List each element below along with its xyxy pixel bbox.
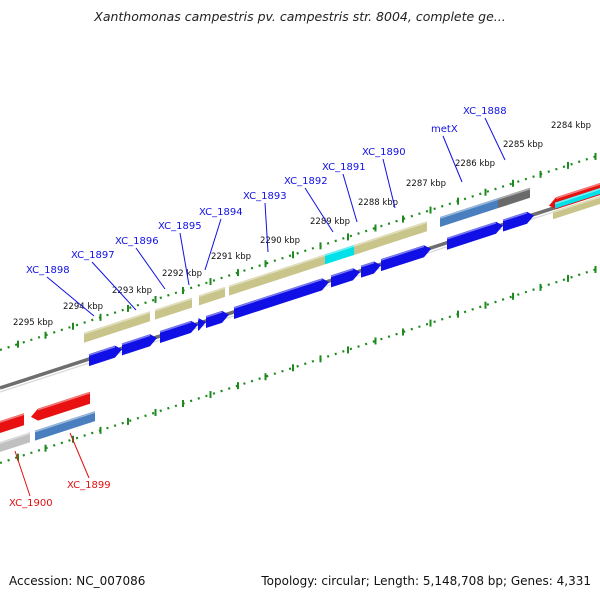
kbp-tick-label: 2284 kbp xyxy=(551,121,591,131)
forward-cds-arrow[interactable] xyxy=(503,211,534,232)
gene-leader-line xyxy=(91,261,137,311)
forward-cds-arrow[interactable] xyxy=(234,278,329,319)
gene-leader-line xyxy=(179,232,190,286)
reverse-gene-arrow-highlight xyxy=(37,391,91,411)
forward-gene-block-highlight xyxy=(324,244,356,257)
gene-label-forward[interactable]: XC_1894 xyxy=(199,207,243,218)
kbp-tick-label: 2288 kbp xyxy=(358,198,398,208)
forward-cds-arrow-highlight xyxy=(205,311,223,318)
label-group: 2284 kbp 2285 kbp 2286 kbp 2287 kbp 2288 kbp… xyxy=(9,106,591,509)
forward-gene-block-highlight xyxy=(353,221,428,247)
gene-label-forward[interactable]: XC_1898 xyxy=(26,265,70,276)
gene-leader-line xyxy=(304,187,334,233)
forward-gene-block[interactable] xyxy=(155,297,192,320)
forward-gene-block-highlight xyxy=(552,196,600,214)
forward-gene-block[interactable] xyxy=(229,254,325,296)
reverse-gene-block[interactable] xyxy=(35,411,95,441)
gene-label-reverse[interactable]: XC_1899 xyxy=(67,480,111,491)
forward-gene-block[interactable] xyxy=(440,198,498,227)
gene-leader-line xyxy=(14,450,31,497)
forward-gene-block[interactable] xyxy=(325,244,355,265)
forward-gene-block-highlight xyxy=(439,198,499,219)
forward-cds-arrow-highlight xyxy=(502,211,528,222)
forward-cds-arrow-highlight xyxy=(121,334,151,346)
forward-cds-arrow-highlight xyxy=(380,245,425,261)
reverse-gene-arrow[interactable] xyxy=(0,413,24,434)
forward-cds-arrow-highlight xyxy=(88,345,116,356)
gene-label-forward[interactable]: metX xyxy=(431,124,458,135)
gene-leader-line xyxy=(382,158,396,209)
gene-leader-line xyxy=(135,247,166,290)
forward-gene-block[interactable] xyxy=(553,193,600,220)
kbp-tick-label: 2291 kbp xyxy=(211,252,251,262)
kbp-tick-label: 2292 kbp xyxy=(162,269,202,279)
forward-gene-block-highlight xyxy=(83,311,151,335)
gene-leader-line xyxy=(484,117,506,161)
gene-leader-line xyxy=(204,218,222,271)
forward-cds-arrow[interactable] xyxy=(160,320,198,343)
forward-cds-arrow-highlight xyxy=(360,261,375,268)
gene-label-forward[interactable]: XC_1888 xyxy=(463,106,507,117)
feature-group xyxy=(0,183,600,455)
forward-gene-block-highlight xyxy=(154,297,193,312)
forward-gene-block[interactable] xyxy=(199,286,225,306)
reverse-gene-arrow-highlight xyxy=(0,413,25,423)
kbp-tick-label: 2293 kbp xyxy=(112,286,152,296)
forward-cds-arrow[interactable] xyxy=(447,221,503,250)
reverse-gene-arrow[interactable] xyxy=(31,391,90,421)
gene-label-forward[interactable]: XC_1891 xyxy=(322,162,366,173)
accession-text: Accession: NC_007086 xyxy=(9,574,146,588)
gene-label-reverse[interactable]: XC_1900 xyxy=(9,498,53,509)
kbp-tick-label: 2290 kbp xyxy=(260,236,300,246)
forward-cds-arrow-highlight xyxy=(159,321,192,333)
kbp-tick-label: 2285 kbp xyxy=(503,140,543,150)
ruler-group xyxy=(0,152,600,465)
map-title: Xanthomonas campestris pv. campestris st… xyxy=(94,9,506,24)
forward-cds-arrow[interactable] xyxy=(89,345,122,367)
forward-cds-arrow[interactable] xyxy=(331,268,360,288)
forward-cds-arrow[interactable] xyxy=(381,245,431,272)
kbp-tick-label: 2286 kbp xyxy=(455,159,495,169)
gene-label-forward[interactable]: XC_1895 xyxy=(158,221,202,232)
gene-leader-line xyxy=(342,173,358,223)
reverse-gene-block[interactable] xyxy=(0,432,30,455)
forward-gene-block[interactable] xyxy=(498,187,530,209)
forward-gene-block-highlight xyxy=(554,188,600,205)
reverse-gene-block-highlight xyxy=(34,411,96,433)
gene-label-forward[interactable]: XC_1890 xyxy=(362,147,406,158)
gene-label-forward[interactable]: XC_1896 xyxy=(115,236,159,247)
forward-gene-block[interactable] xyxy=(354,221,427,255)
forward-gene-block-highlight xyxy=(198,287,226,298)
forward-gene-block[interactable] xyxy=(84,311,150,343)
kbp-tick-label: 2289 kbp xyxy=(310,217,350,227)
gene-label-forward[interactable]: XC_1893 xyxy=(243,191,287,202)
gene-label-forward[interactable]: XC_1892 xyxy=(284,176,328,187)
gene-leader-line xyxy=(442,135,463,183)
forward-cds-arrow[interactable] xyxy=(122,334,157,356)
reverse-gene-arrow-highlight xyxy=(555,183,600,200)
kbp-tick-label: 2287 kbp xyxy=(406,179,446,189)
gene-leader-line xyxy=(69,432,90,479)
forward-cds-arrow-highlight xyxy=(330,268,354,278)
topology-text: Topology: circular; Length: 5,148,708 bp… xyxy=(261,574,591,588)
forward-gene-block-highlight xyxy=(497,187,531,200)
forward-cds-arrow-highlight xyxy=(233,278,323,309)
forward-cds-arrow[interactable] xyxy=(198,318,206,331)
forward-cds-arrow-highlight xyxy=(446,222,497,240)
gene-leader-line xyxy=(264,202,269,253)
gene-label-forward[interactable]: XC_1897 xyxy=(71,250,115,261)
kbp-tick-label: 2295 kbp xyxy=(13,318,53,328)
gene-leader-line xyxy=(46,276,95,317)
reverse-gene-block-highlight xyxy=(0,432,31,444)
forward-gene-block-highlight xyxy=(228,254,326,288)
